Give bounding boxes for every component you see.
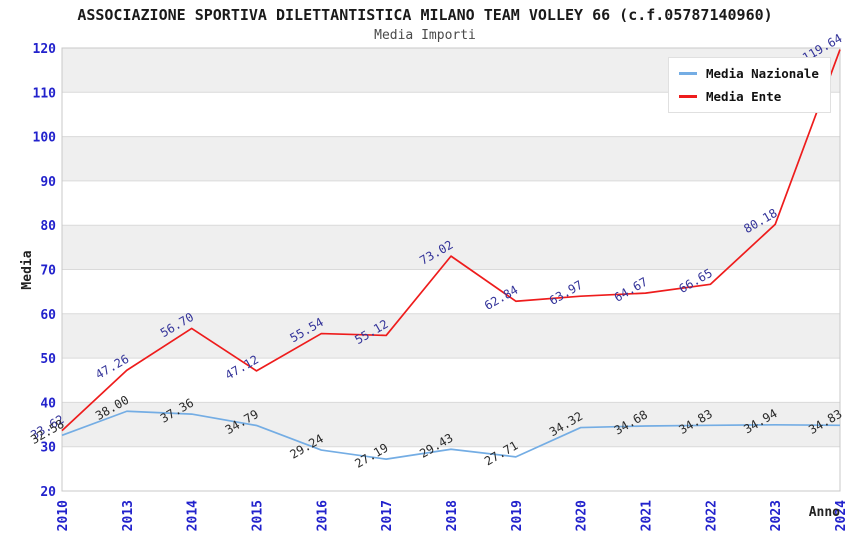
- y-tick-label: 50: [40, 352, 56, 367]
- legend-item-media-ente: Media Ente: [679, 89, 819, 104]
- value-label: 64.67: [612, 275, 650, 305]
- legend-item-media-nazionale: Media Nazionale: [679, 66, 819, 81]
- x-tick-label: 2019: [510, 500, 525, 531]
- y-axis-title: Media: [20, 250, 35, 290]
- y-tick-label: 20: [40, 485, 56, 500]
- legend-line-swatch-icon: [679, 72, 697, 75]
- y-tick-label: 40: [40, 396, 56, 411]
- value-label: 66.65: [677, 266, 715, 296]
- series-line-media-nazionale: [61, 410, 841, 460]
- x-tick-label: 2018: [445, 500, 460, 531]
- x-tick-label: 2010: [56, 500, 71, 531]
- legend-line-swatch-icon: [679, 95, 697, 98]
- x-tick-label: 2013: [121, 500, 136, 531]
- legend-box: Media Nazionale Media Ente: [668, 57, 831, 113]
- x-tick-label: 2014: [186, 500, 201, 531]
- x-tick-label: 2020: [575, 500, 590, 531]
- y-tick-label: 90: [40, 175, 56, 190]
- y-tick-label: 30: [40, 441, 56, 456]
- chart-subtitle: Media Importi: [374, 28, 476, 43]
- plot-band: [62, 225, 840, 270]
- x-axis-title: Anno: [808, 505, 840, 520]
- y-tick-label: 120: [33, 42, 57, 57]
- x-tick-label: 2022: [704, 500, 719, 531]
- y-tick-label: 100: [33, 131, 57, 146]
- legend-label: Media Nazionale: [706, 66, 819, 81]
- y-tick-label: 60: [40, 308, 56, 323]
- y-tick-label: 80: [40, 219, 56, 234]
- plot-border: [61, 47, 841, 492]
- value-label: 63.97: [547, 278, 585, 308]
- x-tick-label: 2023: [769, 500, 784, 531]
- x-tick-label: 2024: [834, 500, 849, 531]
- y-tick-label: 110: [33, 86, 57, 101]
- x-tick-label: 2017: [380, 500, 395, 531]
- chart-title: ASSOCIAZIONE SPORTIVA DILETTANTISTICA MI…: [77, 6, 773, 24]
- x-tick-label: 2016: [315, 500, 330, 531]
- plot-band: [62, 136, 840, 181]
- y-tick-label: 70: [40, 264, 56, 279]
- legend-label: Media Ente: [706, 89, 782, 104]
- plot-band: [62, 313, 840, 359]
- x-tick-label: 2015: [251, 500, 266, 531]
- series-line-media-ente: [61, 49, 841, 432]
- value-label: 62.84: [482, 283, 520, 313]
- x-tick-label: 2021: [640, 500, 655, 531]
